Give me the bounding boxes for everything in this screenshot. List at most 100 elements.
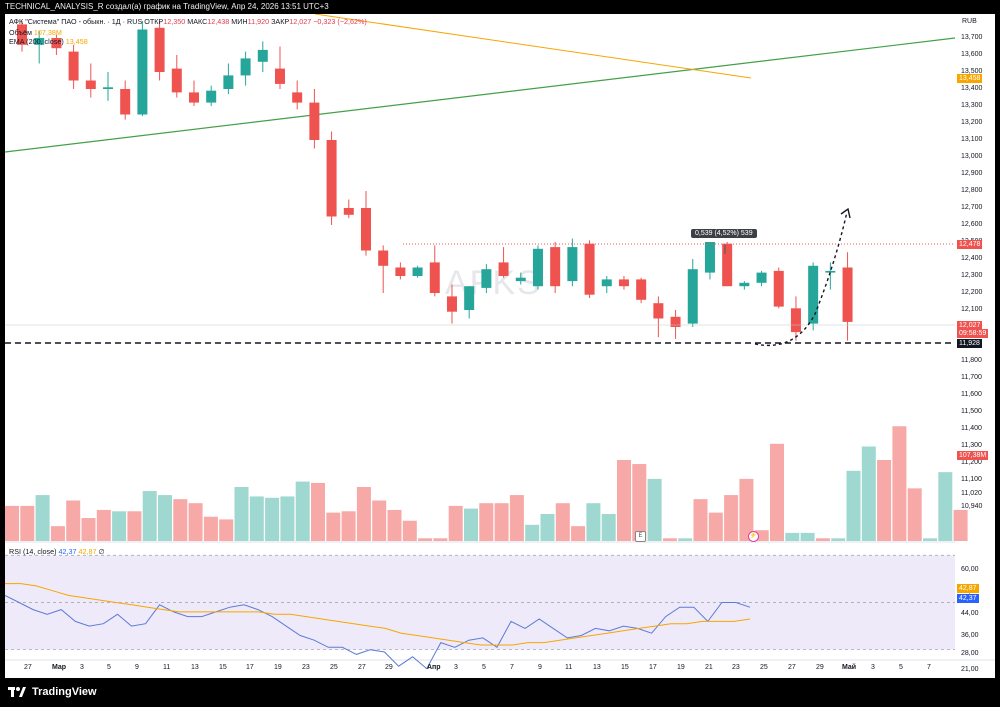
rsi-label: RSI (14, close): [9, 547, 57, 556]
volume-bar: [50, 526, 65, 541]
rsi-legend[interactable]: RSI (14, close) 42,37 42,87 ∅: [9, 547, 105, 556]
candle-body: [85, 80, 96, 89]
volume-bar: [632, 464, 647, 541]
volume-bar: [907, 488, 922, 541]
candle-body: [102, 87, 113, 89]
candle-body: [68, 51, 79, 81]
rsi-tick-label: 28,00: [961, 650, 979, 657]
date-tick-label: 13: [593, 664, 601, 671]
price-chart-svg[interactable]: [5, 14, 995, 678]
candle-body: [343, 208, 354, 215]
candle-body: [274, 68, 285, 84]
symbol-legend: АФК "Система" ПАО - обыкн. · 1Д · RUS ОТ…: [9, 17, 367, 26]
volume-value: 107,38M: [33, 28, 62, 37]
rsi-na-symbol: ∅: [98, 547, 105, 556]
volume-bar: [494, 503, 509, 541]
volume-bar: [525, 524, 540, 541]
candle-body: [120, 89, 131, 115]
volume-bar: [662, 538, 677, 541]
candle-body: [188, 92, 199, 103]
volume-bar: [724, 495, 739, 541]
volume-legend[interactable]: Объём 107,38M: [9, 28, 62, 37]
flash-event-icon[interactable]: ⚡: [748, 531, 759, 542]
candle-body: [722, 243, 733, 287]
volume-bar: [647, 478, 662, 541]
date-tick-label: 17: [649, 664, 657, 671]
volume-bar: [815, 538, 830, 541]
candle-body: [670, 316, 681, 327]
volume-bar: [219, 519, 234, 541]
volume-bar: [877, 460, 892, 541]
date-tick-label: 3: [871, 664, 875, 671]
rsi-tick-label: 60,00: [961, 566, 979, 573]
change-value: −0,323 (−2,62%): [313, 17, 367, 26]
date-tick-label: Май: [842, 664, 857, 671]
candle-body: [446, 296, 457, 312]
volume-badge: 107,38M: [957, 451, 989, 460]
candle-body: [825, 270, 836, 273]
currency-label: RUB: [962, 18, 977, 25]
price-tick-label: 11,700: [961, 374, 982, 381]
date-tick-label: 29: [385, 664, 393, 671]
volume-bar: [402, 520, 417, 541]
candle-body: [601, 279, 612, 287]
date-tick-label: Мар: [52, 664, 67, 671]
volume-bar: [831, 538, 846, 541]
volume-bar: [479, 503, 494, 541]
date-tick-label: 7: [510, 664, 514, 671]
level-price-badge: 12,478: [957, 240, 983, 249]
price-tick-label: 11,100: [961, 476, 982, 483]
candle-body: [498, 262, 509, 276]
price-tick-label: 12,400: [961, 255, 983, 262]
tradingview-brand[interactable]: TradingView: [8, 683, 97, 701]
price-tick-label: 13,100: [961, 136, 983, 143]
volume-bar: [173, 499, 188, 541]
date-tick-label: 27: [24, 664, 32, 671]
ema-legend[interactable]: EMA (200, close) 13,458: [9, 37, 88, 46]
rsi-ma-badge: 42,87: [957, 584, 979, 593]
date-tick-label: 27: [358, 664, 366, 671]
price-tick-label: 12,600: [961, 221, 983, 228]
volume-bar: [540, 514, 555, 541]
volume-bar: [372, 500, 387, 541]
volume-bar: [265, 497, 280, 541]
volume-bar: [785, 532, 800, 541]
price-tick-label: 11,800: [961, 357, 982, 364]
candle-body: [240, 58, 251, 76]
candle-body: [34, 38, 45, 45]
price-tick-label: 11,600: [961, 391, 982, 398]
price-tick-label: 12,700: [961, 204, 983, 211]
volume-bar: [770, 443, 784, 541]
candle-body: [309, 102, 320, 140]
low-value: 11,920: [247, 17, 270, 26]
price-tick-label: 12,300: [961, 272, 983, 279]
volume-bar: [571, 526, 586, 541]
rsi-badge: 42,37: [957, 594, 979, 603]
date-tick-label: 29: [816, 664, 824, 671]
candle-body: [790, 308, 801, 333]
volume-bar: [326, 512, 341, 541]
countdown-badge: 09:58:59: [957, 329, 989, 338]
price-tick-label: 12,100: [961, 306, 983, 313]
earnings-event-icon[interactable]: E: [635, 531, 646, 542]
volume-bar: [249, 496, 264, 541]
date-tick-label: 3: [454, 664, 458, 671]
close-label: ЗАКР: [271, 17, 290, 26]
volume-bar: [739, 478, 754, 541]
volume-bar: [234, 487, 249, 541]
open-value: 12,350: [163, 17, 186, 26]
volume-bar: [311, 482, 325, 541]
price-tick-label: 11,400: [961, 425, 982, 432]
ema-label: EMA (200, close): [9, 37, 64, 46]
date-tick-label: 13: [191, 664, 199, 671]
trend-line: [5, 37, 956, 153]
candle-body: [429, 262, 440, 293]
symbol-name: АФК "Система" ПАО - обыкн. · 1Д · RUS: [9, 17, 143, 26]
candle-body: [257, 49, 268, 62]
rsi-tick-label: 44,00: [961, 610, 979, 617]
volume-bar: [800, 532, 815, 541]
chart-area[interactable]: AFKS АФК "Система" ПАО - обыкн. · 1Д · R…: [5, 14, 995, 678]
tradingview-logo-icon: [8, 687, 26, 697]
volume-bar: [81, 518, 96, 541]
price-tick-label: 13,200: [961, 119, 983, 126]
